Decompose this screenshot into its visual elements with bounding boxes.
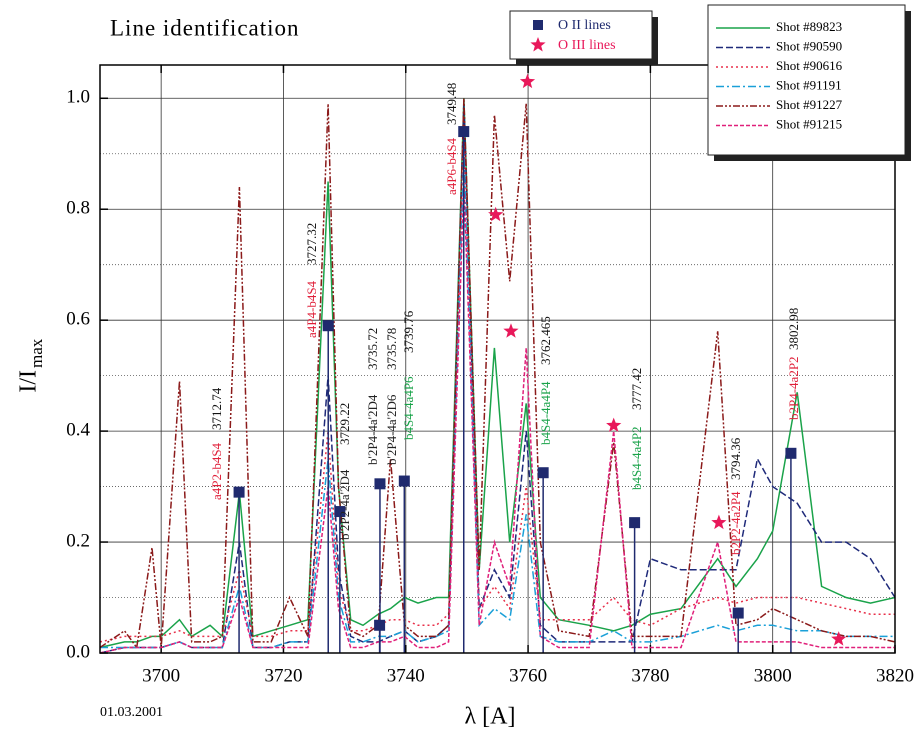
- legend-label: Shot #91191: [776, 77, 842, 92]
- oiii-marker: [831, 631, 847, 646]
- transition-label: b4S4-4a4P6: [401, 376, 416, 440]
- y-tick-label: 0.0: [66, 641, 90, 662]
- transition-label: b'2P4-4a'2D6: [384, 394, 399, 465]
- oiii-marker: [606, 417, 622, 432]
- legend-label: Shot #90590: [776, 38, 842, 53]
- y-tick-label: 0.8: [66, 198, 90, 219]
- x-axis-label: λ [A]: [465, 704, 516, 730]
- oii-marker: [785, 447, 797, 459]
- oii-marker: [374, 478, 386, 490]
- oii-marker: [322, 320, 334, 332]
- oii-marker: [398, 475, 410, 487]
- plot-frame: [99, 64, 896, 654]
- series-line: [99, 98, 896, 649]
- oii-marker: [732, 607, 744, 619]
- transition-label: b'2P4-4a'2D4: [365, 394, 380, 465]
- series-line: [99, 98, 896, 650]
- y-axis-label-sub: max: [27, 338, 46, 368]
- series-line: [99, 181, 895, 654]
- y-axis-label-group: I/I max: [16, 338, 46, 392]
- transition-label: b4S4-4a4P2: [629, 426, 644, 490]
- oiii-marker: [519, 73, 536, 89]
- legend-swatch: [533, 20, 543, 30]
- series-legend: Shot #89823 Shot #90590 Shot #90616 Shot #9…: [707, 4, 911, 161]
- legend-swatch: [530, 37, 546, 52]
- transition-label: a4P2-b4S4: [209, 442, 224, 500]
- wavelength-label: 3794.36: [728, 437, 743, 480]
- wavelength-label: 3762.465: [538, 316, 553, 365]
- y-tick-label: 1.0: [66, 87, 90, 108]
- y-axis-label: I/I: [16, 370, 42, 393]
- oii-marker: [629, 517, 641, 529]
- x-tick-label: 3740: [387, 665, 425, 686]
- legend-label: O II lines: [558, 18, 611, 33]
- x-tick-label: 3800: [754, 665, 792, 686]
- y-tick-label: 0.4: [66, 419, 90, 440]
- oii-marker: [537, 467, 549, 479]
- wavelength-label: 3735.78: [384, 328, 399, 370]
- transition-label: b4S4-4a4P4: [538, 381, 553, 445]
- y-tick-label: 0.2: [66, 530, 90, 551]
- legend-label: Shot #91215: [776, 116, 842, 131]
- y-tick-label: 0.6: [66, 309, 90, 330]
- oii-marker: [458, 126, 470, 138]
- legend-label: Shot #91227: [776, 97, 843, 112]
- wavelength-label: 3712.74: [209, 387, 224, 430]
- wavelength-label: 3777.42: [629, 368, 644, 410]
- wavelength-label: 3802.98: [786, 308, 801, 350]
- marker-legend: O II lines O III lines: [509, 10, 658, 65]
- oii-marker: [334, 506, 346, 518]
- oii-marker: [233, 486, 245, 498]
- transition-label: a4P4-b4S4: [304, 280, 319, 338]
- transition-label: b2P4-4a2P2: [786, 356, 801, 420]
- legend-box: [707, 4, 906, 156]
- oiii-marker: [711, 514, 727, 530]
- x-tick-label: 3720: [264, 665, 302, 686]
- legend-label: Shot #90616: [776, 58, 843, 73]
- x-tick-label: 3700: [142, 665, 180, 686]
- date: 01.03.2001: [100, 705, 163, 720]
- wavelength-label: 3735.72: [365, 328, 380, 370]
- wavelength-label: 3749.48: [444, 83, 459, 125]
- series-line: [99, 125, 895, 643]
- chart-title: Line identification: [110, 15, 300, 40]
- x-tick-label: 3820: [876, 665, 914, 686]
- transition-label: b2P2-4a2P4: [728, 491, 743, 555]
- wavelength-label: 3739.76: [401, 310, 416, 353]
- legend-label: O III lines: [558, 38, 616, 53]
- x-tick-label: 3780: [631, 665, 669, 686]
- wavelength-label: 3729.22: [337, 403, 352, 445]
- oiii-marker: [503, 323, 519, 338]
- x-tick-label: 3760: [509, 665, 547, 686]
- transition-label: b'2P2-4a'2D4: [337, 469, 352, 540]
- legend-label: Shot #89823: [776, 19, 842, 34]
- wavelength-label: 3727.32: [304, 223, 319, 265]
- oiii-marker: [488, 206, 504, 222]
- transition-label: a4P6-b4S4: [444, 137, 459, 195]
